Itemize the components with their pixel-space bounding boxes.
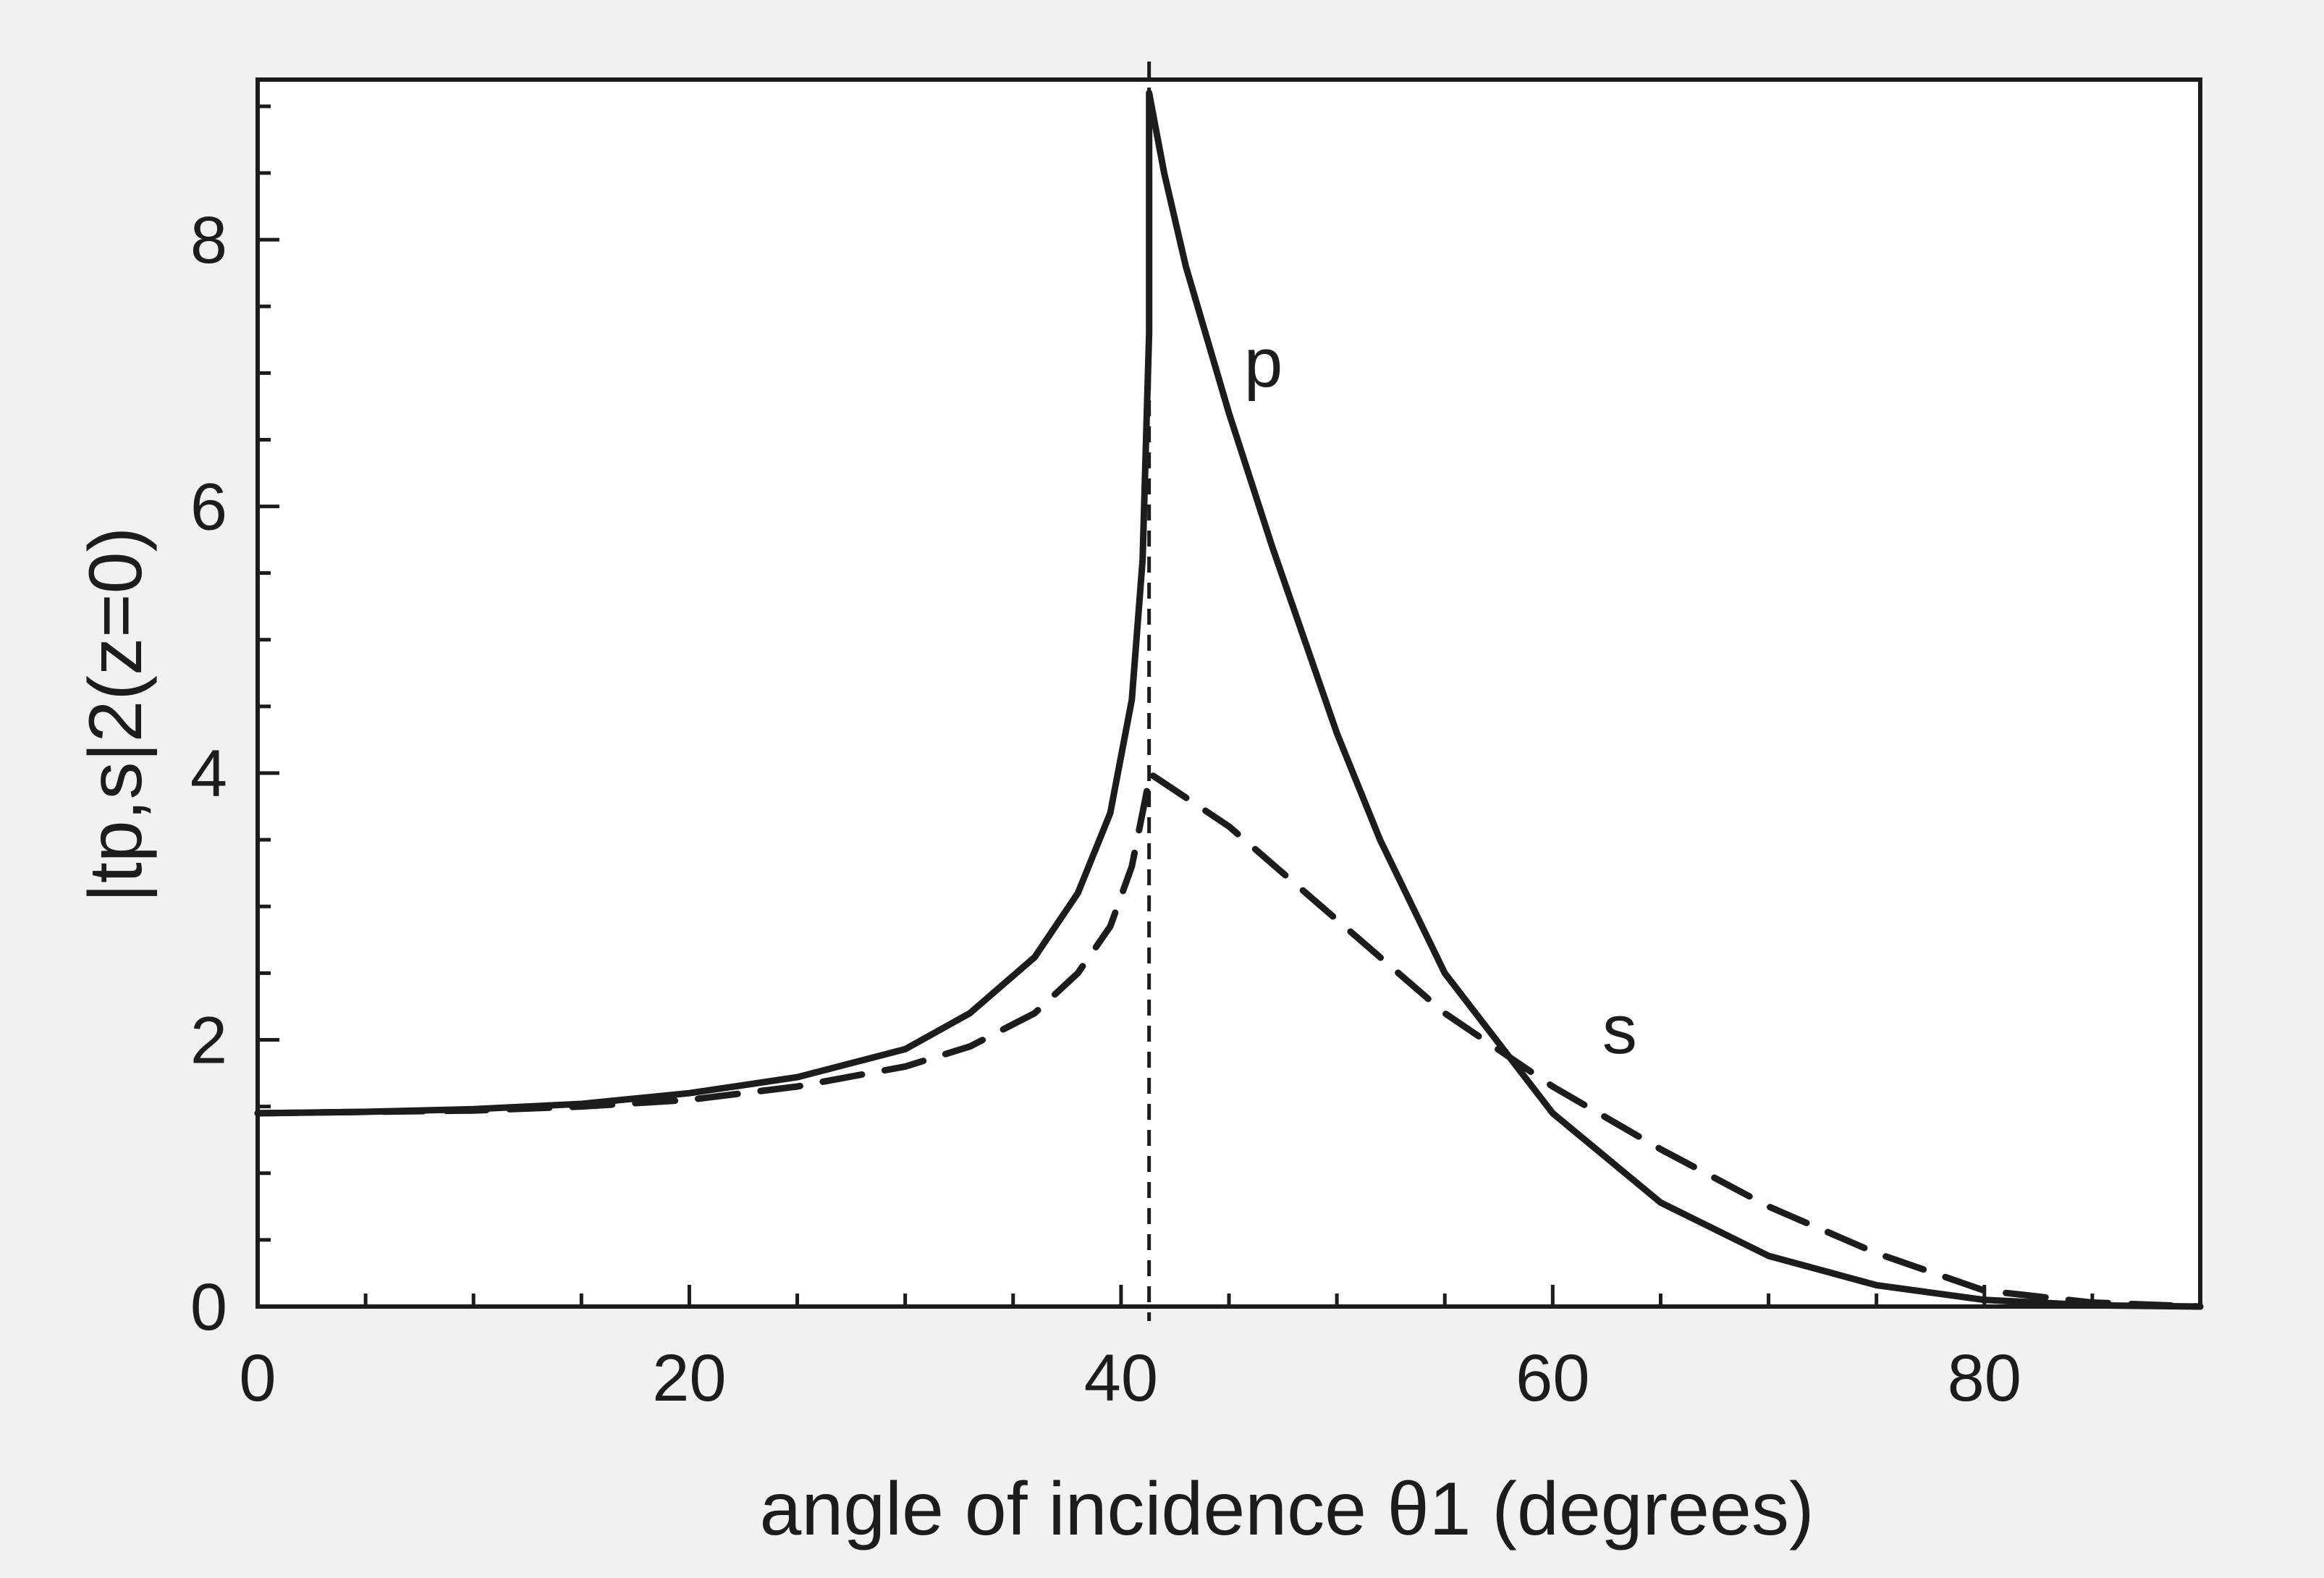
x-tick-label: 60 xyxy=(1516,1341,1589,1415)
series-layer xyxy=(254,89,2204,1310)
x-tick-label: 0 xyxy=(239,1341,276,1415)
series-p-label: p xyxy=(1244,324,1283,402)
x-tick-label: 80 xyxy=(1948,1341,2021,1415)
series-s-label: s xyxy=(1602,991,1637,1068)
plot-frame xyxy=(255,77,2202,1309)
x-tick-label: 40 xyxy=(1084,1341,1158,1415)
axis-labels: p s angle of incidence θ1 (degrees) |tp,s|2… xyxy=(74,324,1814,1551)
x-axis-title: angle of incidence θ1 (degrees) xyxy=(760,1467,1814,1551)
y-tick-label: 0 xyxy=(190,1270,227,1344)
y-tick-label: 2 xyxy=(190,1004,227,1078)
axis-ticks: 0 20 40 60 80 0 2 4 6 8 xyxy=(190,104,2095,1415)
series-p-line xyxy=(254,89,2204,1310)
plot-border xyxy=(255,77,2202,1309)
y-tick-label: 8 xyxy=(190,203,227,277)
y-tick-label: 6 xyxy=(190,471,227,544)
series-s-line xyxy=(254,769,2204,1310)
x-tick-label: 20 xyxy=(652,1341,726,1415)
y-tick-label: 4 xyxy=(190,737,227,811)
y-axis-title: |tp,s|2(z=0) xyxy=(74,527,158,903)
